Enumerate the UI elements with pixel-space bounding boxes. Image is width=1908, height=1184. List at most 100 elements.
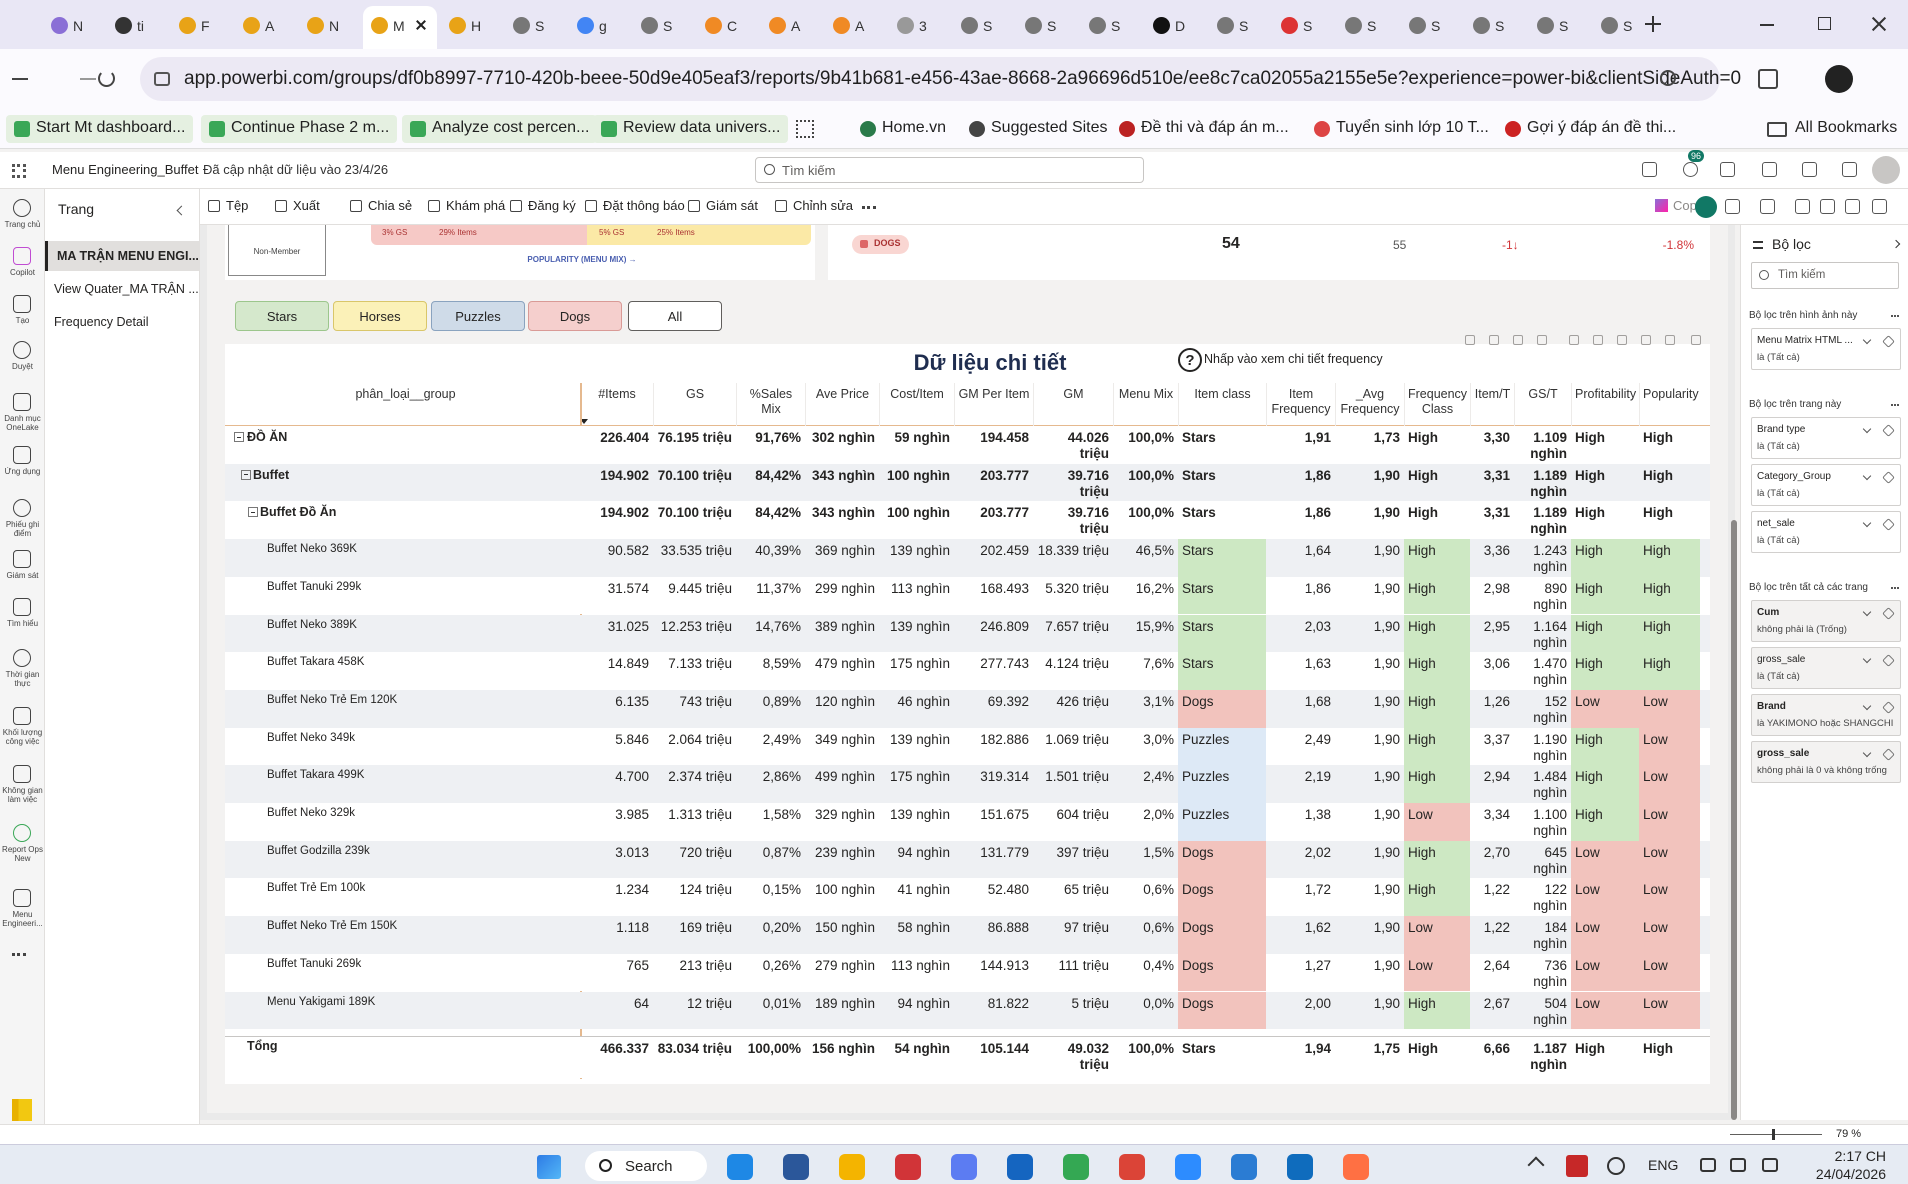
table-cell[interactable]: 0,89% xyxy=(762,693,801,709)
row-header[interactable]: Buffet Takara 499K xyxy=(267,769,365,782)
table-cell[interactable]: 100,00% xyxy=(747,1041,801,1056)
table-cell[interactable]: High xyxy=(1404,878,1470,917)
table-cell[interactable]: 1,86 xyxy=(1304,467,1331,483)
table-cell[interactable]: Low xyxy=(1639,953,1700,992)
table-cell[interactable]: High xyxy=(1639,614,1700,653)
table-cell[interactable]: 1,90 xyxy=(1373,882,1400,898)
bookmark[interactable]: Gợi ý đáp án đề thi... xyxy=(1497,115,1684,143)
table-cell[interactable]: 2,4% xyxy=(1143,769,1174,785)
tab[interactable]: 3 xyxy=(889,6,949,49)
table-cell[interactable]: 4.124 triệu xyxy=(1045,656,1109,672)
table-cell[interactable]: 202.459 xyxy=(980,543,1029,559)
column-header[interactable]: GS/T xyxy=(1514,383,1571,426)
table-cell[interactable]: 39.716 triệu xyxy=(1067,505,1109,537)
table-cell[interactable]: 7,6% xyxy=(1143,656,1174,672)
table-cell[interactable]: Dogs xyxy=(1178,953,1266,992)
table-cell[interactable]: High xyxy=(1575,430,1605,445)
table-cell[interactable]: 343 nghìn xyxy=(811,467,875,483)
table-cell[interactable]: 15,9% xyxy=(1135,618,1174,634)
table-cell[interactable]: Low xyxy=(1571,991,1639,1030)
table-cell[interactable]: Stars xyxy=(1182,505,1216,521)
table-cell[interactable]: 84,42% xyxy=(755,505,801,521)
table-cell[interactable]: High xyxy=(1408,1041,1438,1056)
table-cell[interactable]: 203.777 xyxy=(980,505,1029,521)
table-cell[interactable]: Low xyxy=(1639,878,1700,917)
table-cell[interactable]: 194.902 xyxy=(600,467,649,483)
row-header[interactable]: Buffet Neko 369K xyxy=(267,543,357,556)
table-cell[interactable]: 279 nghìn xyxy=(814,957,875,973)
slicer-button[interactable]: Puzzles xyxy=(431,301,525,331)
table-cell[interactable]: 44.026 triệu xyxy=(1067,430,1109,461)
table-cell[interactable]: 194.458 xyxy=(980,430,1029,445)
table-cell[interactable]: 100 nghìn xyxy=(886,467,950,483)
table-cell[interactable]: 720 triệu xyxy=(679,844,732,860)
table-cell[interactable]: 5.846 xyxy=(615,731,649,747)
table-cell[interactable]: 94 nghìn xyxy=(897,844,950,860)
row-header[interactable]: Buffet Trẻ Em 100k xyxy=(267,882,366,895)
bookmark-folder[interactable]: All Bookmarks xyxy=(1767,115,1897,143)
table-cell[interactable]: 59 nghìn xyxy=(894,430,950,445)
table-cell[interactable]: Low xyxy=(1571,840,1639,879)
table-cell[interactable]: 86.888 xyxy=(987,920,1029,936)
table-cell[interactable]: 100,0% xyxy=(1128,467,1174,483)
table-cell[interactable]: 3,34 xyxy=(1483,807,1510,822)
table-cell[interactable]: 1,64 xyxy=(1304,543,1331,559)
table-cell[interactable]: 426 triệu xyxy=(1056,693,1109,709)
row-header[interactable]: Buffet Tanuki 299k xyxy=(267,580,362,593)
table-cell[interactable]: Low xyxy=(1639,689,1700,728)
filter-card[interactable]: Brand là YAKIMONO hoặc SHANGCHI xyxy=(1751,694,1901,736)
table-cell[interactable]: High xyxy=(1571,727,1639,766)
table-cell[interactable]: 5.320 triệu xyxy=(1045,580,1109,596)
table-cell[interactable]: 139 nghìn xyxy=(889,731,950,747)
table-cell[interactable]: 6.135 xyxy=(615,693,649,709)
table-cell[interactable]: 8,59% xyxy=(762,656,801,672)
table-cell[interactable]: 1.100 nghìn xyxy=(1533,807,1567,838)
table-cell[interactable]: 139 nghìn xyxy=(889,618,950,634)
filter-search-placeholder[interactable]: Tìm kiếm xyxy=(1778,269,1826,281)
table-cell[interactable]: 479 nghìn xyxy=(814,656,875,672)
table-cell[interactable]: 14.849 xyxy=(607,656,649,672)
table-cell[interactable]: 1,90 xyxy=(1373,693,1400,709)
toolbar-button[interactable]: Đặt thông báo xyxy=(585,198,685,213)
table-cell[interactable]: 1,90 xyxy=(1373,995,1400,1011)
nav-item[interactable]: Duyệt xyxy=(0,341,45,387)
table-cell[interactable]: 1,90 xyxy=(1373,467,1400,483)
table-cell[interactable]: 1,62 xyxy=(1304,920,1331,936)
table-cell[interactable]: 70.100 triệu xyxy=(657,467,732,483)
table-cell[interactable]: 16,2% xyxy=(1135,580,1174,596)
table-cell[interactable]: 3.985 xyxy=(615,807,649,822)
tab[interactable]: S xyxy=(1401,6,1461,49)
filter-card[interactable]: Menu Matrix HTML ... là (Tất cả) xyxy=(1751,328,1901,370)
table-cell[interactable]: 1.484 nghìn xyxy=(1533,769,1567,801)
table-cell[interactable]: 40,39% xyxy=(755,543,801,559)
table-cell[interactable]: 1,72 xyxy=(1304,882,1331,898)
row-header[interactable]: Menu Yakigami 189K xyxy=(267,995,376,1008)
table-cell[interactable]: 151.675 xyxy=(980,807,1029,822)
toolbar-button[interactable]: Tệp xyxy=(208,198,248,213)
bookmark[interactable]: Suggested Sites xyxy=(961,115,1116,143)
bookmark[interactable]: Continue Phase 2 m... xyxy=(201,115,398,143)
table-cell[interactable]: 0,20% xyxy=(762,920,801,936)
tab[interactable]: C xyxy=(697,6,757,49)
table-cell[interactable]: 54 nghìn xyxy=(894,1041,950,1056)
table-cell[interactable]: 1,90 xyxy=(1373,844,1400,860)
table-cell[interactable]: 2,86% xyxy=(762,769,801,785)
table-cell[interactable]: 504 nghìn xyxy=(1533,995,1567,1027)
table-cell[interactable]: 1.164 nghìn xyxy=(1533,618,1567,650)
tab[interactable]: S xyxy=(1273,6,1333,49)
table-cell[interactable]: High xyxy=(1639,652,1700,690)
table-cell[interactable]: 0,01% xyxy=(762,995,801,1011)
table-cell[interactable]: High xyxy=(1404,539,1470,577)
table-cell[interactable]: Stars xyxy=(1178,539,1266,577)
table-cell[interactable]: 1,90 xyxy=(1373,618,1400,634)
table-cell[interactable]: High xyxy=(1575,467,1605,483)
table-cell[interactable]: 12.253 triệu xyxy=(660,618,732,634)
column-header[interactable]: Item Frequency xyxy=(1266,383,1335,426)
tab[interactable]: S xyxy=(505,6,565,49)
table-cell[interactable]: High xyxy=(1643,467,1673,483)
table-cell[interactable]: Low xyxy=(1404,803,1470,841)
table-cell[interactable]: Puzzles xyxy=(1178,727,1266,766)
bookmark[interactable]: Analyze cost percen... xyxy=(402,115,598,143)
table-cell[interactable]: 100 nghìn xyxy=(886,505,950,521)
table-cell[interactable]: 5 triệu xyxy=(1071,995,1109,1011)
